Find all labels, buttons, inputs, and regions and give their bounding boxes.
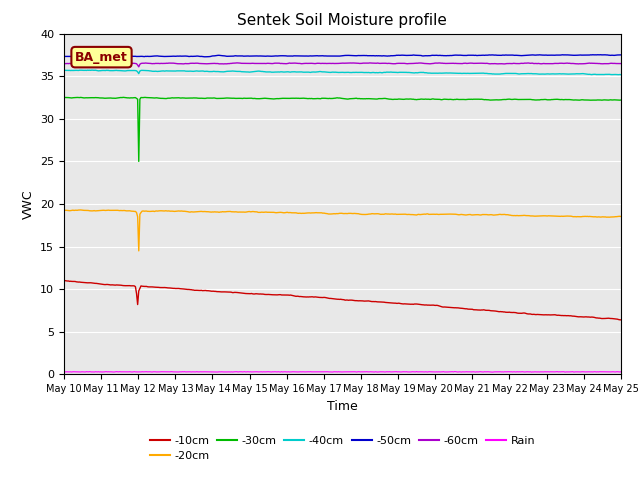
-40cm: [60, 67, 68, 73]
-60cm: [233, 60, 241, 66]
-20cm: [135, 248, 143, 254]
-30cm: [519, 96, 527, 102]
-10cm: [392, 300, 399, 306]
Rain: [519, 369, 527, 374]
-50cm: [326, 53, 333, 59]
-50cm: [589, 52, 596, 58]
Rain: [328, 369, 335, 375]
-60cm: [135, 64, 143, 70]
Line: -50cm: -50cm: [64, 55, 621, 57]
-40cm: [88, 67, 96, 73]
-20cm: [330, 211, 338, 216]
-60cm: [394, 60, 401, 66]
-20cm: [60, 207, 68, 213]
Line: -60cm: -60cm: [64, 63, 621, 67]
Rain: [60, 369, 68, 374]
-20cm: [77, 207, 84, 213]
-30cm: [606, 97, 614, 103]
-50cm: [60, 54, 68, 60]
-30cm: [394, 96, 401, 102]
-10cm: [324, 295, 332, 301]
Rain: [488, 369, 496, 375]
X-axis label: Time: Time: [327, 400, 358, 413]
Rain: [413, 369, 420, 374]
-40cm: [605, 72, 612, 77]
-40cm: [617, 72, 625, 77]
-10cm: [328, 296, 335, 301]
-50cm: [393, 52, 401, 58]
-60cm: [617, 60, 625, 66]
Rain: [392, 369, 399, 375]
-50cm: [606, 52, 614, 58]
-60cm: [606, 60, 614, 66]
-40cm: [329, 69, 337, 75]
Line: -10cm: -10cm: [64, 280, 621, 320]
-40cm: [518, 71, 525, 77]
-40cm: [393, 70, 401, 75]
-20cm: [364, 212, 371, 217]
-60cm: [330, 60, 338, 66]
-30cm: [617, 97, 625, 103]
Rain: [362, 369, 369, 375]
-20cm: [606, 214, 614, 220]
-60cm: [60, 60, 68, 66]
-30cm: [119, 95, 127, 100]
-60cm: [364, 60, 371, 66]
-10cm: [516, 310, 524, 316]
-20cm: [519, 213, 527, 218]
Line: -20cm: -20cm: [64, 210, 621, 251]
-50cm: [617, 52, 625, 58]
-50cm: [74, 54, 81, 60]
-60cm: [519, 60, 527, 66]
Line: -40cm: -40cm: [64, 70, 621, 75]
Legend: -10cm, -20cm, -30cm, -40cm, -50cm, -60cm, Rain: -10cm, -20cm, -30cm, -40cm, -50cm, -60cm…: [145, 431, 540, 466]
Rain: [617, 369, 625, 375]
-30cm: [364, 96, 371, 102]
-30cm: [327, 96, 335, 101]
Text: BA_met: BA_met: [75, 51, 128, 64]
-30cm: [330, 96, 338, 101]
Y-axis label: VWC: VWC: [22, 189, 35, 219]
-50cm: [362, 53, 370, 59]
-60cm: [327, 60, 335, 66]
-50cm: [329, 53, 337, 59]
Title: Sentek Soil Moisture profile: Sentek Soil Moisture profile: [237, 13, 447, 28]
-40cm: [326, 70, 333, 75]
-10cm: [617, 317, 625, 323]
-10cm: [362, 298, 369, 304]
Rain: [324, 369, 332, 375]
-20cm: [617, 214, 625, 219]
Line: -30cm: -30cm: [64, 97, 621, 161]
-40cm: [614, 72, 621, 78]
-10cm: [60, 277, 68, 283]
-20cm: [394, 212, 401, 217]
-40cm: [362, 70, 370, 75]
-20cm: [327, 211, 335, 217]
-30cm: [135, 158, 143, 164]
Rain: [606, 369, 614, 375]
-10cm: [604, 315, 611, 321]
-50cm: [518, 53, 525, 59]
-30cm: [60, 95, 68, 100]
